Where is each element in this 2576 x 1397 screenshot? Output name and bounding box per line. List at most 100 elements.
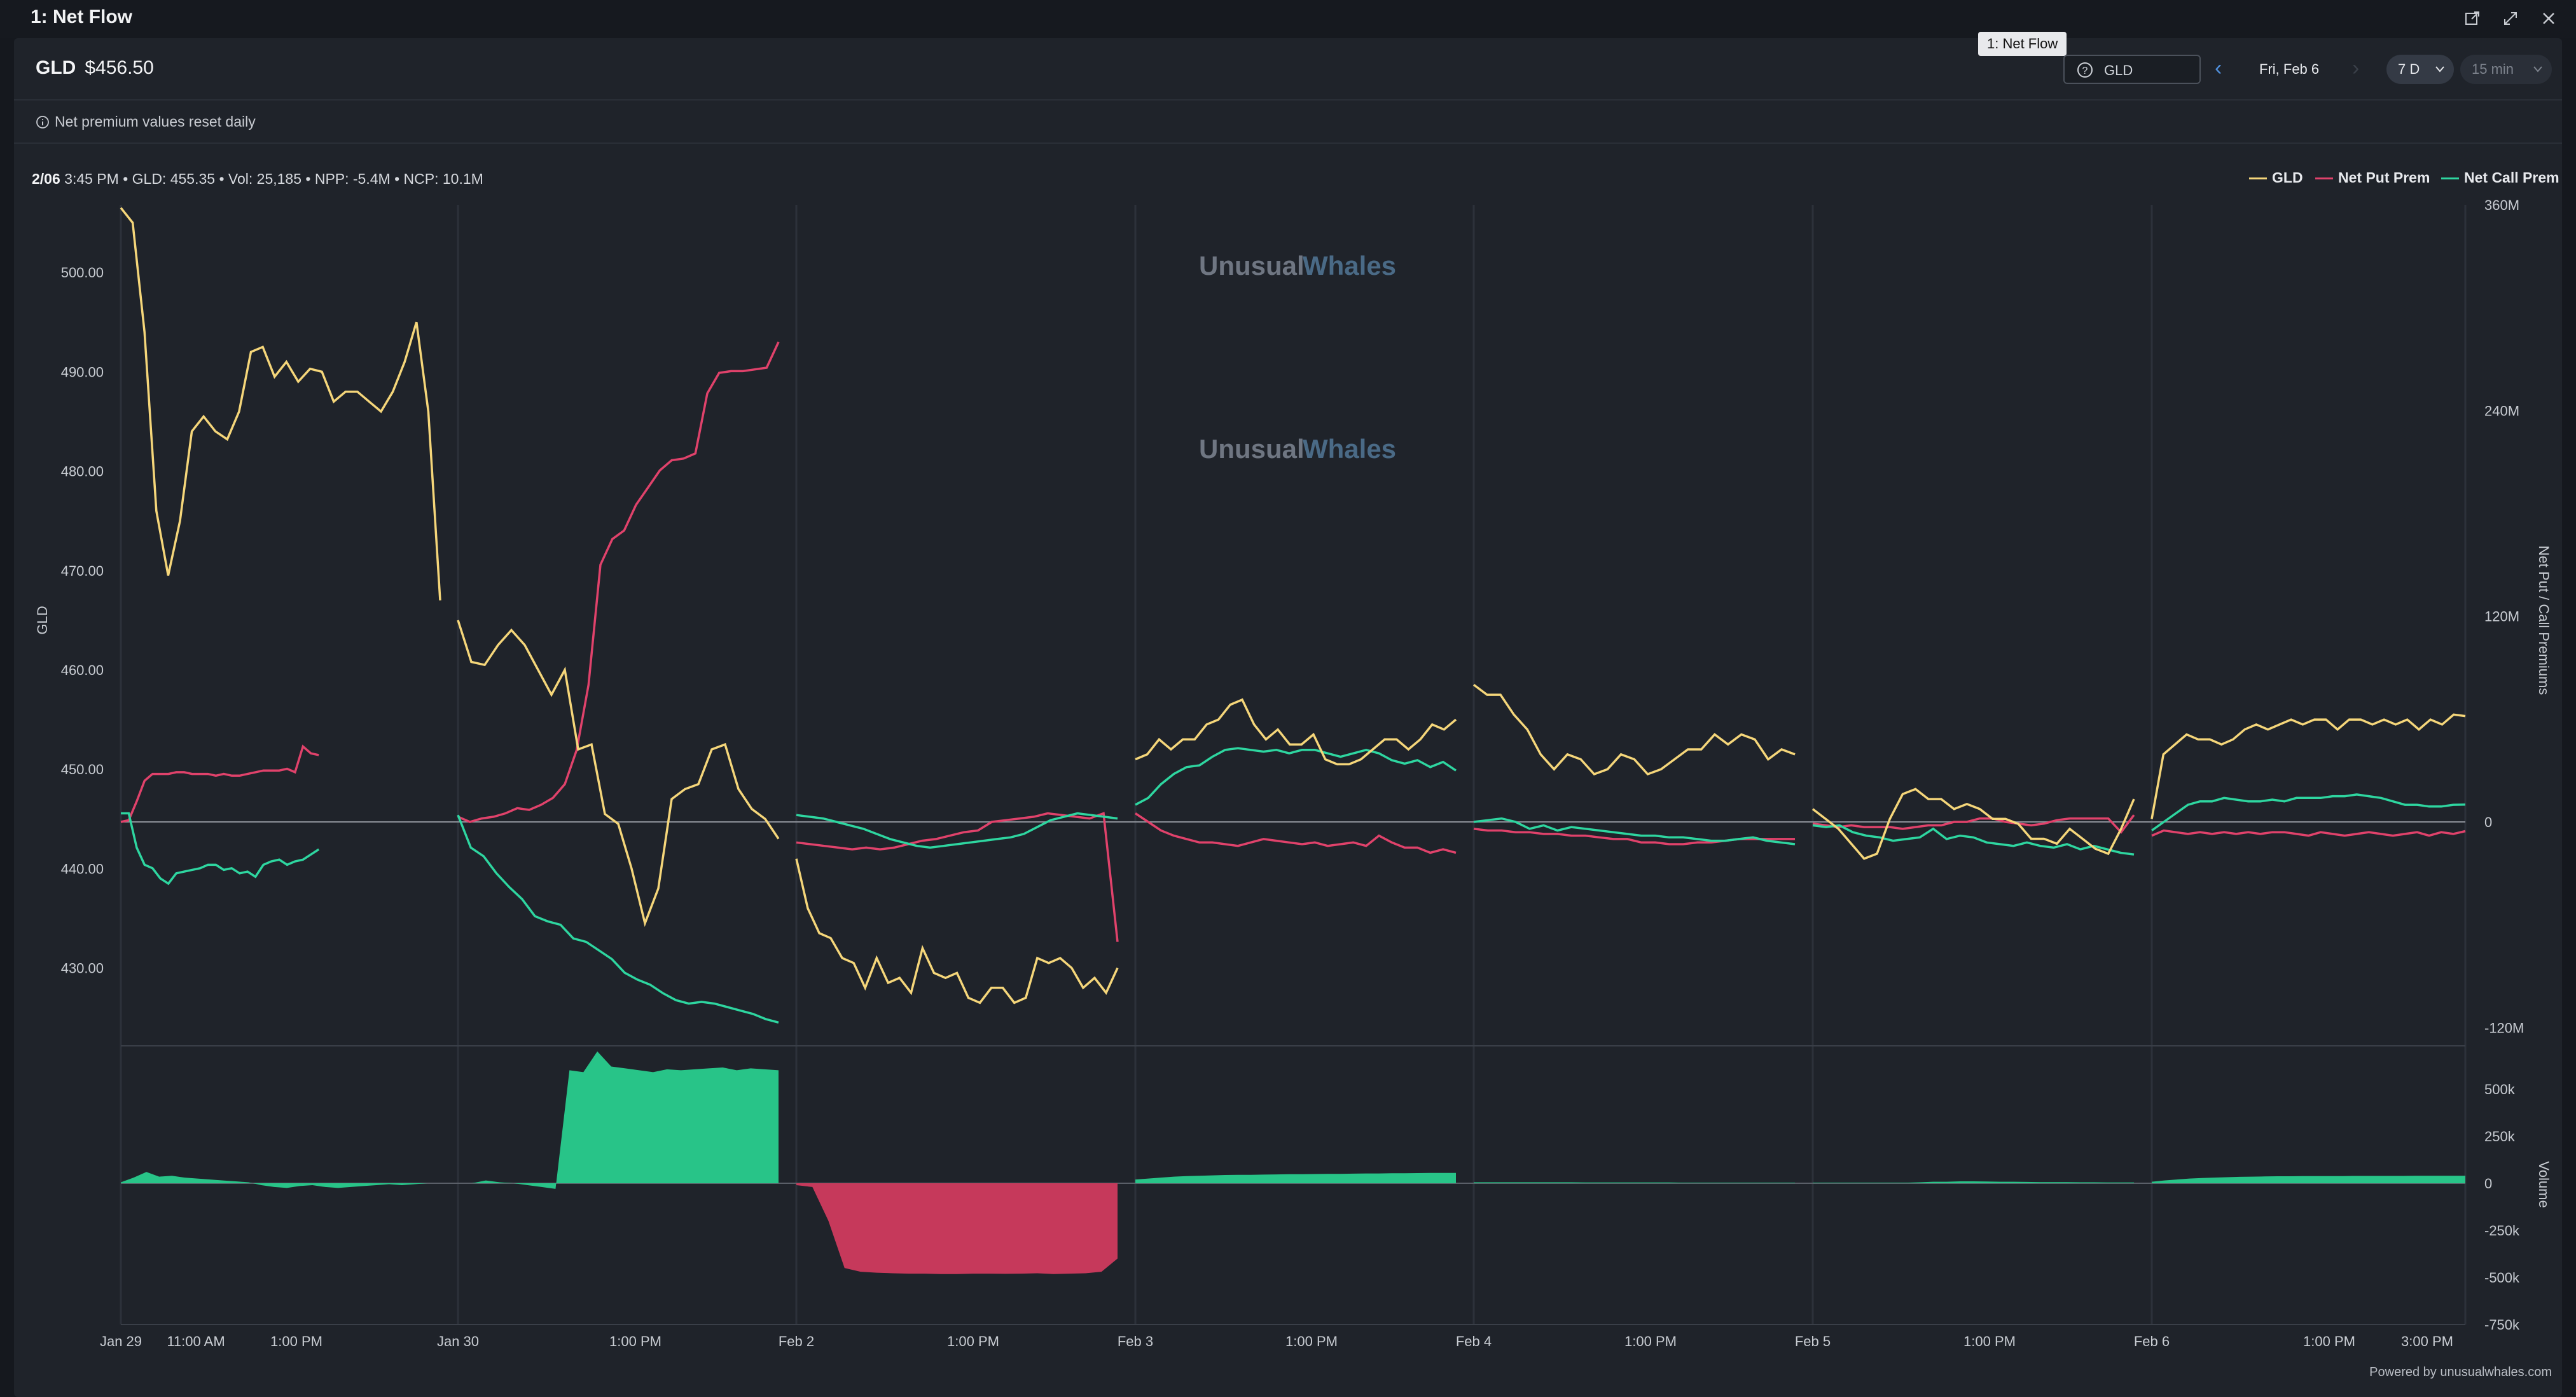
- help-circle-icon: ?: [2077, 62, 2093, 78]
- net-call-line: [796, 812, 1118, 849]
- status-text: 3:45 PM • GLD: 455.35 • Vol: 25,185 • NP…: [64, 170, 483, 187]
- legend-put-swatch: [2315, 177, 2333, 180]
- chevron-down-icon: [2435, 66, 2444, 73]
- window-title: 1: Net Flow: [31, 6, 133, 27]
- popout-icon[interactable]: [2462, 8, 2483, 29]
- volume-axis-tick: 250k: [2484, 1129, 2516, 1144]
- date-label[interactable]: Fri, Feb 6: [2259, 61, 2320, 77]
- net-put-line: [457, 341, 780, 823]
- x-axis-tick: 1:00 PM: [1963, 1333, 2016, 1349]
- search-value: GLD: [2104, 62, 2133, 78]
- net-call-line: [1473, 817, 1796, 845]
- info-note: Net premium values reset daily: [36, 113, 256, 130]
- left-axis-tick: 480.00: [61, 464, 104, 480]
- volume-axis-tick: -250k: [2484, 1223, 2520, 1239]
- watermark-word-1: Unusual: [1199, 434, 1305, 464]
- gld-price-line: [795, 858, 1119, 1004]
- grid-layer: [120, 205, 2467, 1325]
- legend-gld-label: GLD: [2272, 169, 2303, 186]
- net-put-line: [1135, 812, 1457, 854]
- prev-date-button[interactable]: ‹: [2215, 56, 2222, 80]
- x-axis-tick: Feb 4: [1456, 1333, 1492, 1349]
- x-axis-tick: Feb 3: [1118, 1333, 1153, 1349]
- legend-call-label: Net Call Prem: [2464, 169, 2559, 186]
- legend-put-label: Net Put Prem: [2338, 169, 2430, 186]
- info-note-text: Net premium values reset daily: [55, 113, 256, 130]
- x-axis-tick: Jan 29: [100, 1333, 142, 1349]
- watermark-word-2: Whales: [1303, 434, 1396, 464]
- net-put-line: [2151, 829, 2466, 837]
- watermark-word-2: Whales: [1303, 251, 1396, 281]
- legend-gld-swatch: [2249, 177, 2267, 180]
- x-axis-tick: 1:00 PM: [1285, 1333, 1338, 1349]
- volume-axis-label: Volume: [2536, 1161, 2552, 1207]
- volume-area: [2152, 1176, 2465, 1183]
- right-axis-tick: -120M: [2484, 1020, 2524, 1036]
- left-axis-tick: 490.00: [61, 364, 104, 380]
- net-put-line: [796, 812, 1119, 942]
- x-axis-tick: 1:00 PM: [1624, 1333, 1677, 1349]
- left-axis-tick: 500.00: [61, 265, 104, 281]
- x-axis-tick: Feb 2: [779, 1333, 814, 1349]
- close-icon[interactable]: [2538, 8, 2559, 29]
- watermark-word-1: Unusual: [1199, 251, 1305, 281]
- x-axis-tick: 1:00 PM: [947, 1333, 999, 1349]
- legend-gld[interactable]: GLD: [2249, 169, 2303, 186]
- right-axis-tick: 360M: [2484, 197, 2519, 213]
- legend-net-call[interactable]: Net Call Prem: [2441, 169, 2559, 186]
- net-call-line: [1812, 824, 2135, 856]
- left-axis-tick: 430.00: [61, 961, 104, 977]
- svg-text:?: ?: [2082, 66, 2088, 76]
- gld-price-line: [457, 620, 780, 928]
- window-titlebar: 1: Net Flow: [0, 0, 2576, 38]
- gld-price-line: [1472, 683, 1796, 776]
- x-axis-tick: 1:00 PM: [2303, 1333, 2355, 1349]
- right-axis-tick: 240M: [2484, 403, 2519, 419]
- net-flow-panel: [14, 38, 2562, 1397]
- ticker-header: GLD $456.50: [36, 57, 154, 79]
- x-axis-tick: 11:00 AM: [167, 1333, 225, 1349]
- volume-area: [1135, 1172, 1456, 1183]
- divider: [14, 99, 2562, 101]
- left-axis-tick: 470.00: [61, 563, 104, 579]
- volume-axis-tick: -750k: [2484, 1317, 2520, 1333]
- right-axis-tick: 0: [2484, 814, 2492, 830]
- left-axis-label: GLD: [34, 606, 50, 634]
- ticker-search-input[interactable]: ? GLD: [2063, 55, 2201, 84]
- volume-area: [1813, 1181, 2134, 1183]
- x-axis-tick: Feb 6: [2134, 1333, 2170, 1349]
- net-put-line: [1473, 828, 1795, 845]
- powered-by: Powered by unusualwhales.com: [2369, 1365, 2552, 1379]
- range-select[interactable]: 7 D: [2386, 55, 2454, 84]
- legend-call-swatch: [2441, 177, 2459, 180]
- gld-price-line: [1135, 698, 1457, 766]
- volume-axis-tick: 500k: [2484, 1081, 2516, 1097]
- volume-area: [1474, 1182, 1795, 1183]
- divider: [14, 142, 2562, 144]
- ticker-price: $456.50: [85, 57, 154, 78]
- legend-net-put[interactable]: Net Put Prem: [2315, 169, 2430, 186]
- axes-layer: 500.00 490.00 480.00 470.00 460.00 450.00 440.…: [34, 197, 2552, 1349]
- net-call-line: [1135, 747, 1457, 806]
- interval-value: 15 min: [2472, 61, 2514, 77]
- next-date-button[interactable]: ›: [2352, 56, 2360, 80]
- crosshair-status: 2/06 3:45 PM • GLD: 455.35 • Vol: 25,185…: [32, 170, 483, 188]
- right-axis-tick: 120M: [2484, 609, 2519, 625]
- x-axis-tick: Feb 5: [1795, 1333, 1831, 1349]
- gld-price-line: [2150, 713, 2466, 819]
- gld-price-line: [120, 207, 441, 601]
- volume-axis-tick: 0: [2484, 1176, 2492, 1192]
- range-value: 7 D: [2398, 61, 2420, 77]
- ticker-symbol: GLD: [36, 57, 76, 78]
- net-call-line: [457, 814, 779, 1024]
- net-put-line: [120, 744, 319, 823]
- volume-area: [121, 1172, 440, 1188]
- interval-select[interactable]: 15 min: [2460, 55, 2552, 84]
- left-axis-tick: 440.00: [61, 861, 104, 877]
- gld-price-line: [1811, 788, 2135, 860]
- volume-area: [796, 1183, 1118, 1274]
- x-axis-tick: Jan 30: [437, 1333, 479, 1349]
- expand-icon[interactable]: [2500, 8, 2521, 29]
